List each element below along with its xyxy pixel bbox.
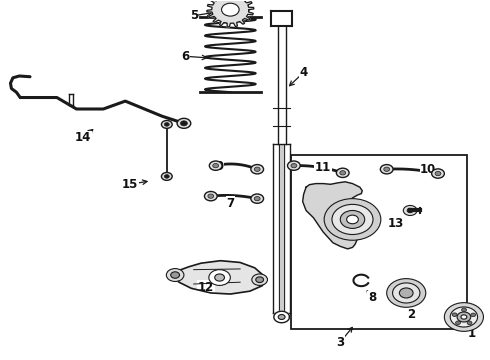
Circle shape <box>462 308 466 312</box>
Polygon shape <box>207 0 254 27</box>
Text: 5: 5 <box>190 9 198 22</box>
Circle shape <box>452 313 457 316</box>
Text: 10: 10 <box>420 163 437 176</box>
Circle shape <box>278 315 285 319</box>
Circle shape <box>461 315 467 319</box>
Circle shape <box>252 274 268 285</box>
Circle shape <box>336 168 349 177</box>
Circle shape <box>251 194 264 203</box>
Circle shape <box>209 161 222 170</box>
Circle shape <box>256 277 264 283</box>
Circle shape <box>399 288 413 298</box>
Circle shape <box>161 172 172 180</box>
Circle shape <box>450 307 478 327</box>
Circle shape <box>215 274 224 281</box>
Circle shape <box>332 204 373 234</box>
Text: 12: 12 <box>198 281 214 294</box>
Text: 9: 9 <box>215 160 223 173</box>
Polygon shape <box>172 261 267 294</box>
Circle shape <box>340 171 345 175</box>
Text: 14: 14 <box>74 131 91 144</box>
Circle shape <box>288 161 300 170</box>
Polygon shape <box>303 182 362 249</box>
Polygon shape <box>274 311 290 323</box>
Circle shape <box>254 167 260 171</box>
Circle shape <box>213 163 219 168</box>
Circle shape <box>171 272 179 278</box>
Circle shape <box>346 215 358 224</box>
Text: 2: 2 <box>407 308 415 321</box>
Circle shape <box>471 313 476 317</box>
Circle shape <box>384 167 390 171</box>
Circle shape <box>291 163 297 168</box>
Circle shape <box>164 123 169 126</box>
Text: 4: 4 <box>299 66 308 79</box>
Circle shape <box>251 165 264 174</box>
Circle shape <box>435 171 441 176</box>
Circle shape <box>432 169 444 178</box>
Circle shape <box>209 270 230 285</box>
Text: 11: 11 <box>315 161 331 174</box>
Circle shape <box>324 199 381 240</box>
Text: 13: 13 <box>388 217 404 230</box>
Circle shape <box>208 194 214 198</box>
Text: 7: 7 <box>226 197 234 210</box>
Text: 15: 15 <box>122 178 138 191</box>
Text: 8: 8 <box>368 291 376 304</box>
Circle shape <box>166 269 184 282</box>
Circle shape <box>164 175 169 178</box>
Circle shape <box>392 283 420 303</box>
Bar <box>292 155 467 329</box>
Circle shape <box>407 208 413 213</box>
Circle shape <box>340 211 365 228</box>
Circle shape <box>403 206 417 216</box>
Circle shape <box>180 121 187 126</box>
Circle shape <box>177 118 191 129</box>
Circle shape <box>161 121 172 129</box>
Circle shape <box>204 192 217 201</box>
Text: 1: 1 <box>468 327 476 340</box>
Circle shape <box>387 279 426 307</box>
Circle shape <box>467 321 472 325</box>
Text: 3: 3 <box>336 336 344 348</box>
Text: 6: 6 <box>181 50 190 63</box>
Circle shape <box>380 165 393 174</box>
Circle shape <box>254 197 260 201</box>
Circle shape <box>444 303 484 331</box>
Circle shape <box>457 312 471 322</box>
Circle shape <box>456 321 461 324</box>
Circle shape <box>221 3 239 16</box>
